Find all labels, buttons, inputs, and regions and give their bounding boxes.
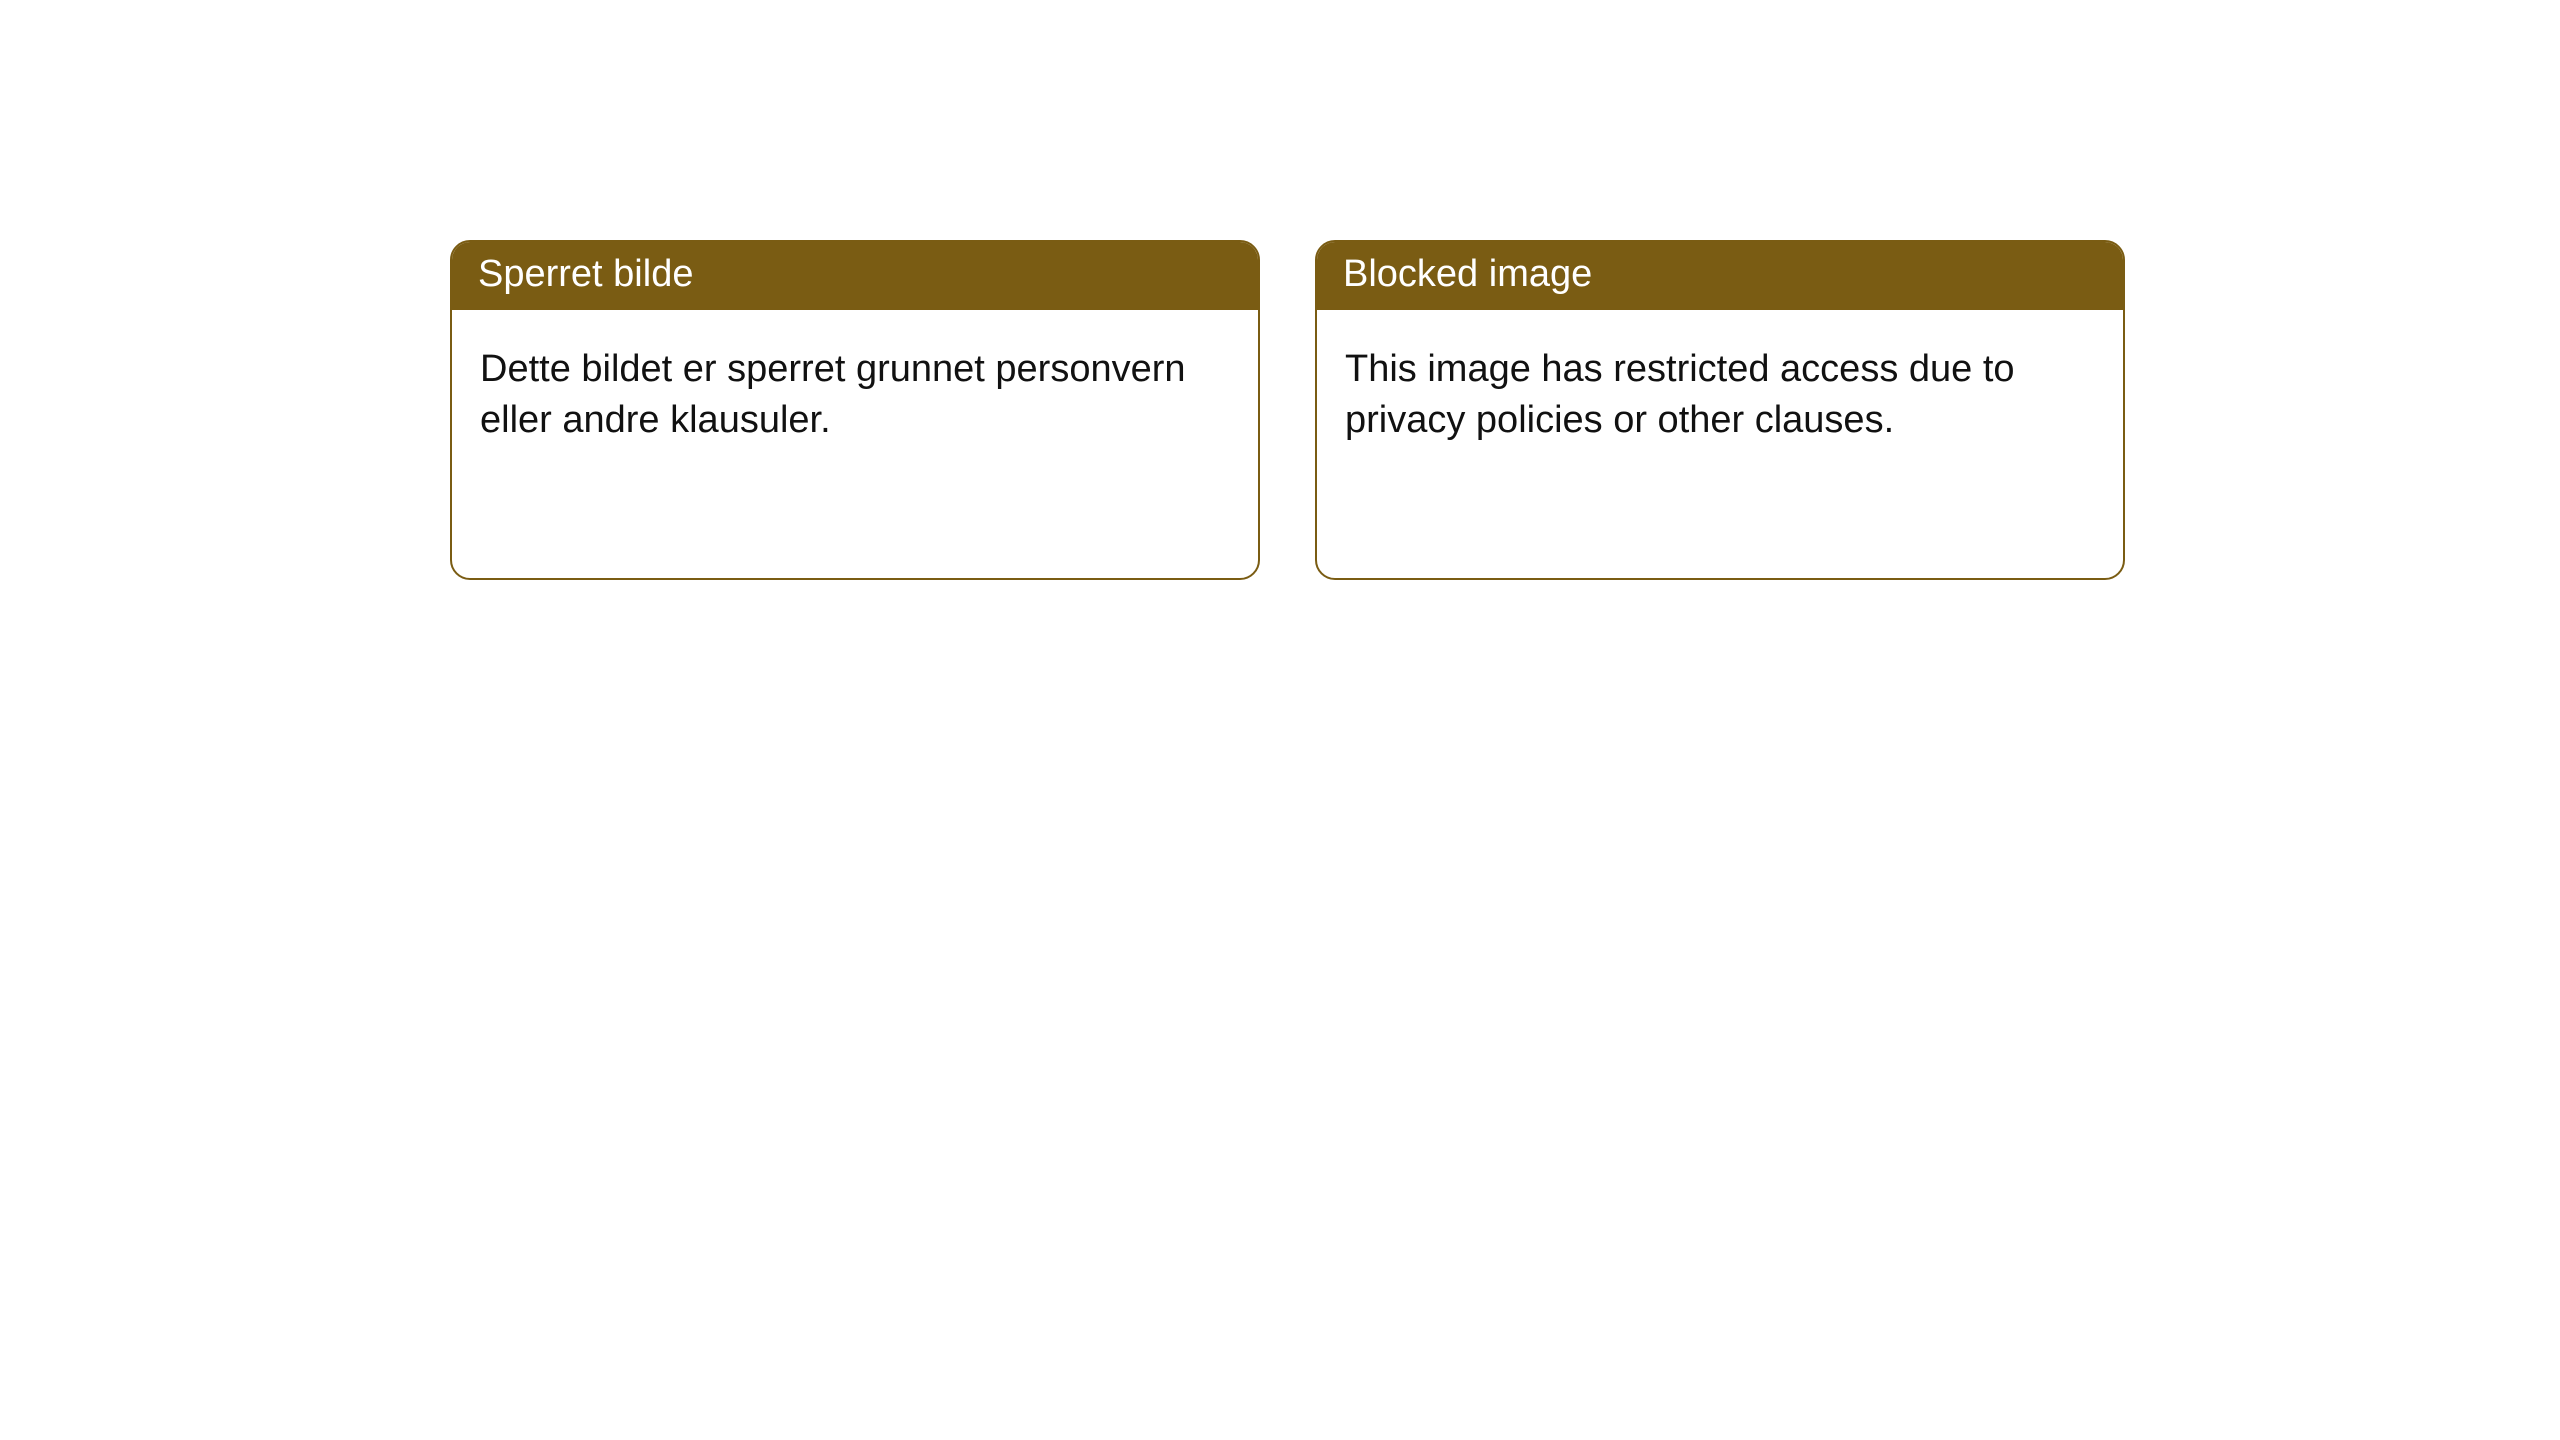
card-title: Sperret bilde (478, 253, 693, 295)
card-header: Sperret bilde (452, 242, 1258, 310)
card-title: Blocked image (1343, 253, 1592, 295)
card-body-text: Dette bildet er sperret grunnet personve… (480, 348, 1186, 441)
notice-card-norwegian: Sperret bilde Dette bildet er sperret gr… (450, 240, 1260, 580)
card-header: Blocked image (1317, 242, 2123, 310)
card-body-text: This image has restricted access due to … (1345, 348, 2015, 441)
notice-container: Sperret bilde Dette bildet er sperret gr… (0, 0, 2560, 580)
card-body: Dette bildet er sperret grunnet personve… (452, 310, 1258, 481)
notice-card-english: Blocked image This image has restricted … (1315, 240, 2125, 580)
card-body: This image has restricted access due to … (1317, 310, 2123, 481)
